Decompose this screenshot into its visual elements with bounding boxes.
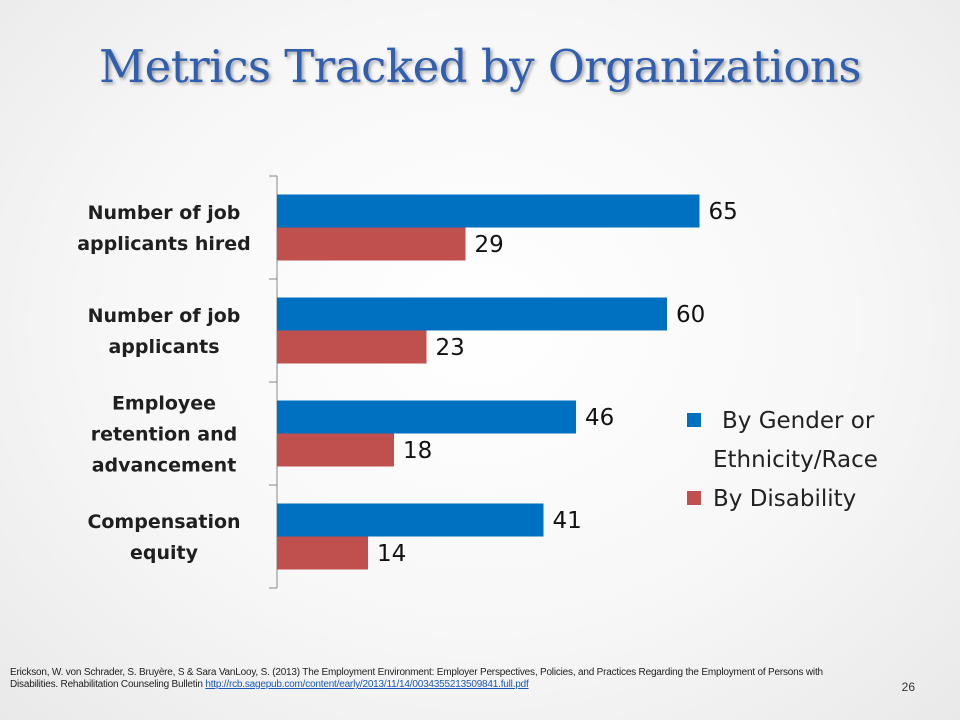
bar-gender-3 <box>277 503 544 537</box>
bar-disability-2 <box>277 433 394 467</box>
legend-label-gender: By Gender or Ethnicity/Race <box>713 408 878 473</box>
page-number: 26 <box>901 680 915 694</box>
bar-disability-3 <box>277 536 368 570</box>
bars-layer: 65 29 60 23 46 18 41 14 <box>277 194 738 570</box>
citation-link[interactable]: http://rcb.sagepub.com/content/early/201… <box>205 679 529 690</box>
legend: By Gender or Ethnicity/Race By Disability <box>687 408 878 512</box>
bar-gender-0 <box>277 194 700 228</box>
data-label: 29 <box>475 232 504 258</box>
bar-disability-0 <box>277 227 466 261</box>
citation-text: Erickson, W. von Schrader, S. Bruyère, S… <box>10 667 823 690</box>
bar-disability-1 <box>277 330 427 364</box>
bar-gender-1 <box>277 297 667 331</box>
legend-swatch-disability <box>687 491 701 505</box>
legend-label-disability: By Disability <box>713 486 856 512</box>
slide-title: Metrics Tracked by Organizations <box>99 40 862 93</box>
bar-chart: 65 29 60 23 46 18 41 14 Number of job applicants… <box>77 175 878 589</box>
data-label: 65 <box>709 199 738 225</box>
category-label: Number of job applicants <box>88 305 241 358</box>
legend-swatch-gender <box>687 413 701 427</box>
data-label: 41 <box>553 508 582 534</box>
data-label: 60 <box>676 302 705 328</box>
bar-gender-2 <box>277 400 576 434</box>
data-label: 14 <box>377 541 406 567</box>
category-label: Number of job applicants hired <box>77 202 251 255</box>
data-label: 23 <box>436 335 465 361</box>
category-label: Employee retention and advancement <box>91 393 238 477</box>
axis-layer <box>269 175 278 589</box>
citation: Erickson, W. von Schrader, S. Bruyère, S… <box>10 667 870 691</box>
data-label: 46 <box>585 405 614 431</box>
category-labels: Number of job applicants hired Number of j… <box>77 202 251 564</box>
data-label: 18 <box>403 438 432 464</box>
category-label: Compensation equity <box>87 511 240 564</box>
